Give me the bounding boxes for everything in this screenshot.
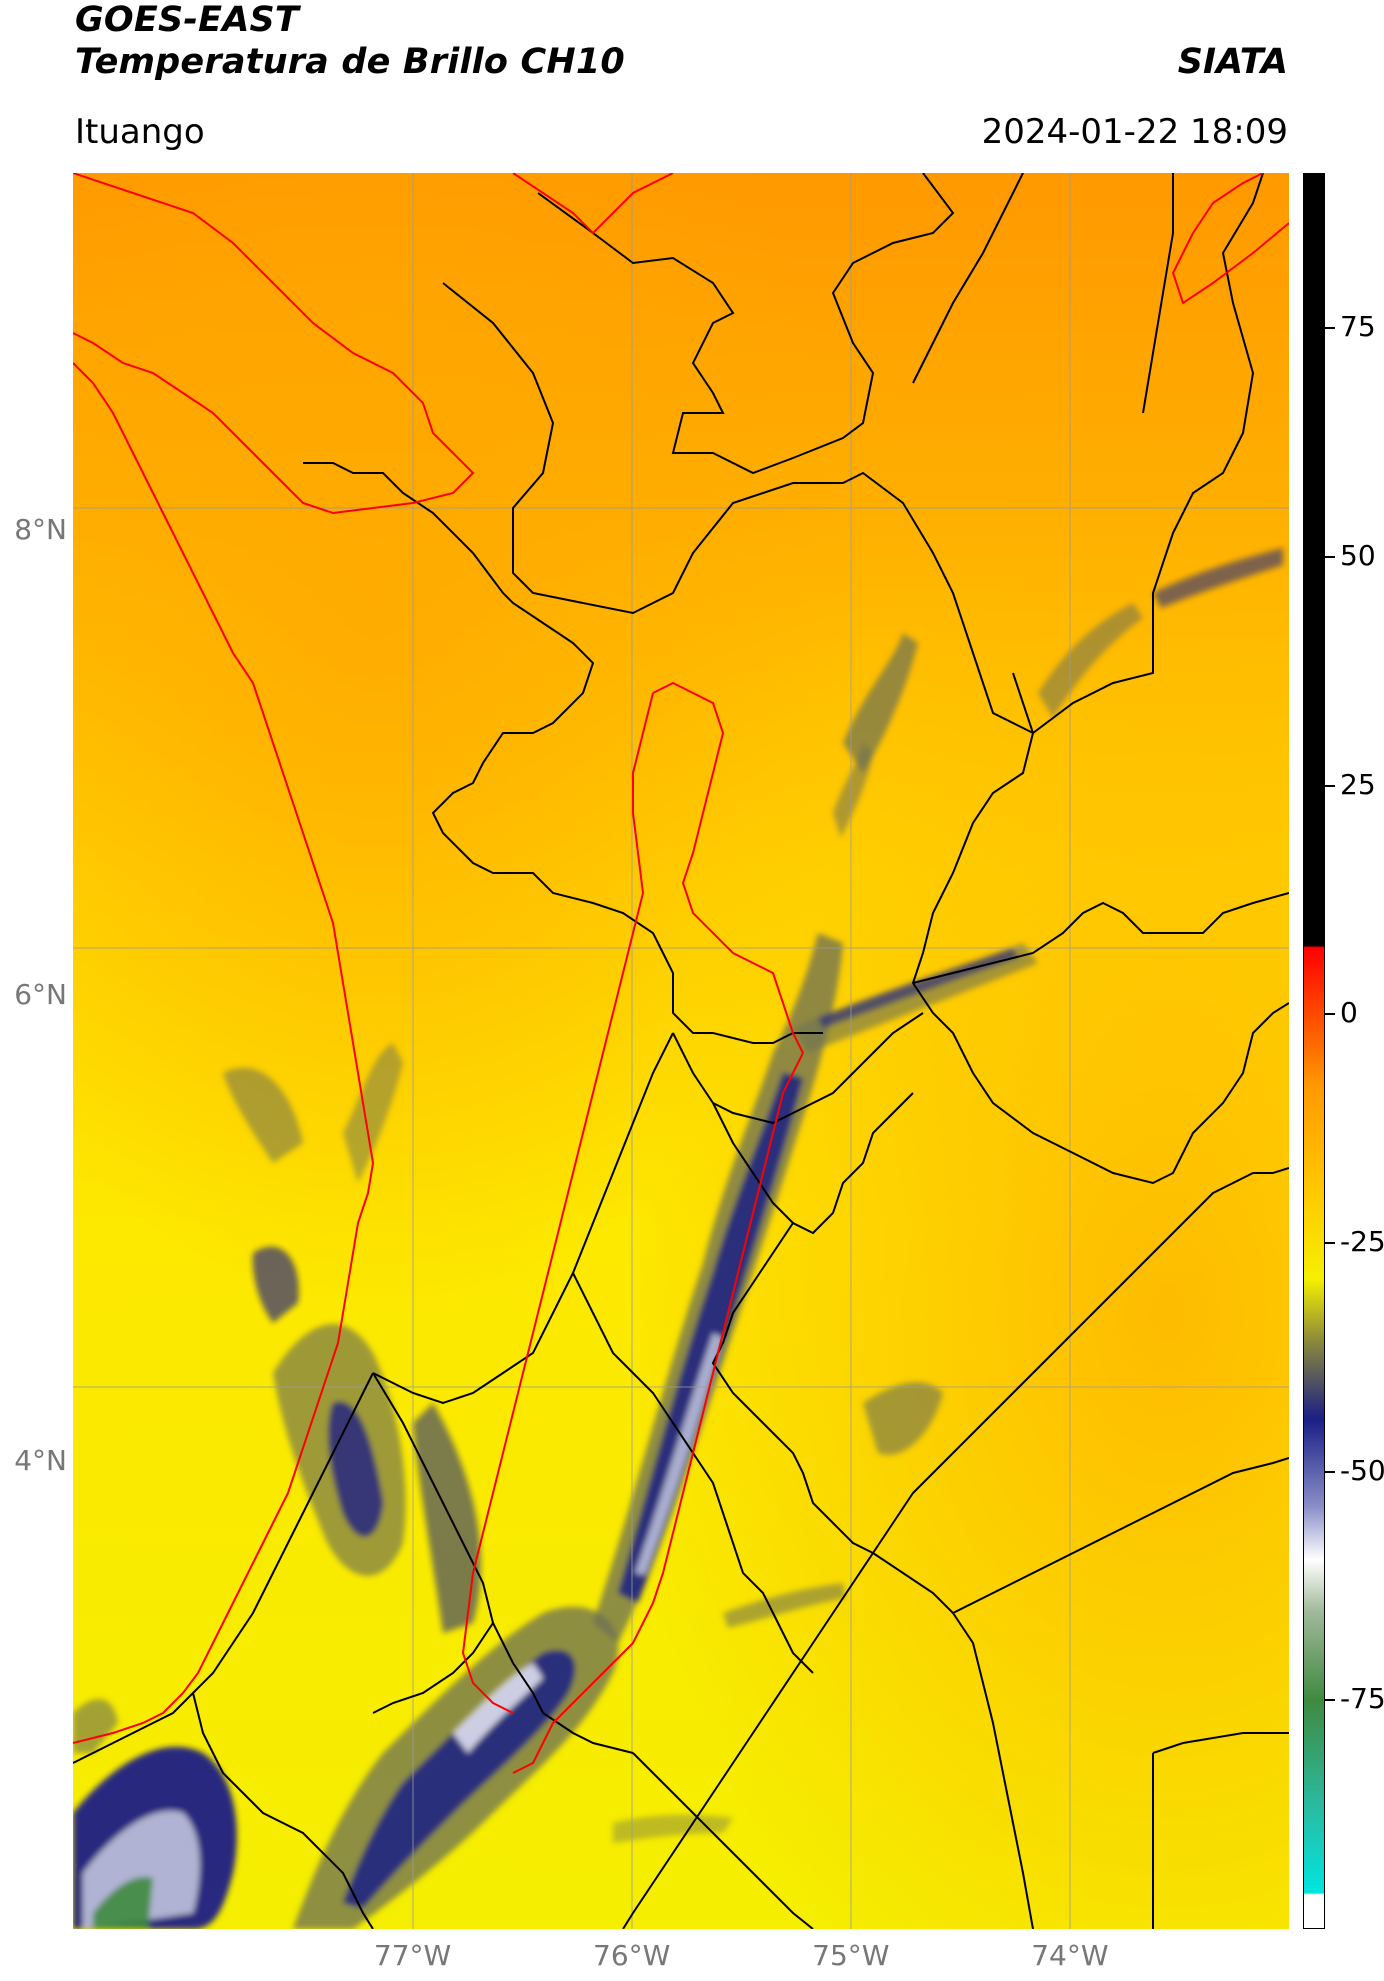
- lon-label: 74°W: [1031, 1939, 1109, 1972]
- title-product: Temperatura de Brillo CH10: [75, 42, 625, 82]
- lat-label: 8°N: [14, 513, 67, 547]
- colorbar-tick-label: -50: [1340, 1453, 1384, 1487]
- colorbar-tick-label: -25: [1340, 1225, 1384, 1259]
- title-satellite: GOES-EAST: [75, 0, 300, 40]
- location-label: Ituango: [75, 112, 205, 152]
- brand-label: SIATA: [1177, 42, 1288, 82]
- lat-label: 6°N: [14, 978, 67, 1012]
- admin-boundaries: [73, 173, 1289, 1929]
- colorbar-tick-mark: [1325, 784, 1335, 787]
- lat-label: 4°N: [14, 1443, 67, 1477]
- colorbar-tick-mark: [1325, 1013, 1335, 1016]
- lon-label: 75°W: [812, 1939, 890, 1972]
- timestamp-label: 2024-01-22 18:09: [981, 112, 1288, 152]
- colorbar-tick-mark: [1325, 1699, 1335, 1702]
- colorbar-tick-label: 50: [1340, 539, 1376, 573]
- colorbar-tick-label: 25: [1340, 767, 1376, 801]
- cloud-features: [73, 548, 1283, 1929]
- colorbar-tick-label: -75: [1340, 1682, 1384, 1716]
- colorbar-tick-mark: [1325, 1242, 1335, 1245]
- colorbar-tick-mark: [1325, 556, 1335, 559]
- country-boundaries: [73, 173, 1289, 1774]
- colorbar-tick-mark: [1325, 1470, 1335, 1473]
- lon-label: 76°W: [593, 1939, 671, 1972]
- colorbar-tick-mark: [1325, 327, 1335, 330]
- colorbar: [1303, 173, 1325, 1929]
- colorbar-gradient: [1304, 174, 1324, 1928]
- lon-label: 77°W: [373, 1939, 452, 1972]
- colorbar-tick-label: 75: [1340, 310, 1376, 344]
- colorbar-tick-label: 0: [1340, 996, 1358, 1030]
- map-panel[interactable]: [73, 173, 1289, 1929]
- map-image[interactable]: [73, 173, 1289, 1929]
- grid-lines: [73, 173, 1289, 1929]
